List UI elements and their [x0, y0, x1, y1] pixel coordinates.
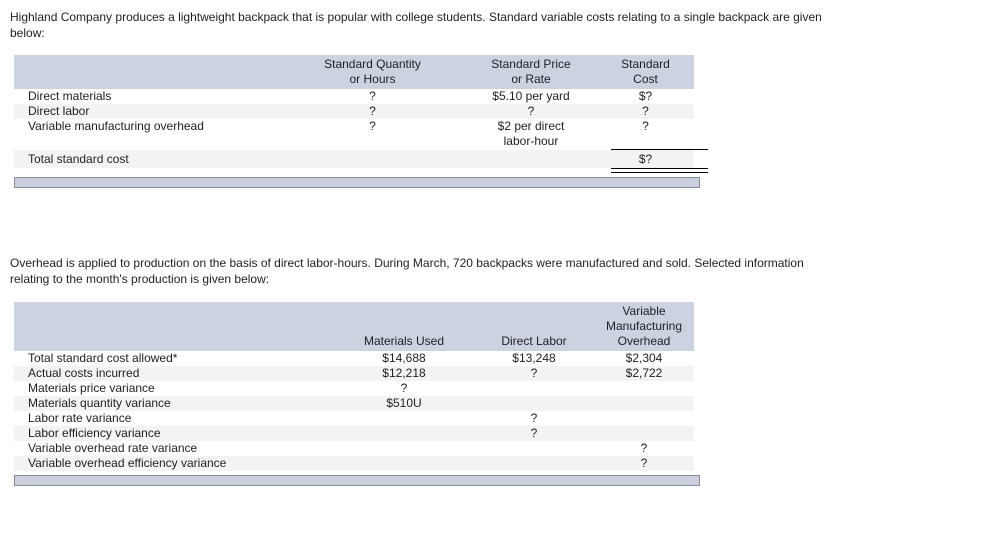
row-label: Total standard cost allowed*: [28, 351, 178, 365]
horizontal-scrollbar[interactable]: [14, 475, 700, 486]
intro-line: Highland Company produces a lightweight …: [10, 10, 822, 24]
table-row: Variable overhead rate variance ?: [14, 441, 694, 456]
cell-labor: [474, 381, 594, 396]
cell-labor: $13,248: [512, 351, 556, 365]
header-variable-manufacturing-overhead: Variable Manufacturing Overhead: [605, 304, 683, 348]
table-row: Variable manufacturing overhead ? $2 per…: [14, 119, 694, 149]
cell-materials: [334, 426, 474, 441]
cell-overhead: [594, 426, 694, 441]
table-header-row: Materials Used Direct Labor Variable Man…: [14, 302, 694, 351]
header-spacer: [14, 57, 280, 87]
table-header-row: Standard Quantity or Hours Standard Pric…: [14, 55, 694, 89]
cell-overhead: ?: [640, 441, 648, 455]
row-label: Direct labor: [28, 104, 90, 118]
cell-labor: [474, 456, 594, 471]
cell-overhead: [594, 381, 694, 396]
cell-quantity: ?: [369, 119, 376, 133]
middle-line: relating to the month's production is gi…: [10, 272, 270, 286]
row-label: Actual costs incurred: [28, 366, 140, 380]
row-label: Labor efficiency variance: [28, 426, 161, 440]
row-label: Materials quantity variance: [28, 396, 171, 410]
header-direct-labor: Direct Labor: [501, 334, 567, 348]
table-row: Labor rate variance ?: [14, 411, 694, 426]
row-label: Variable manufacturing overhead: [28, 119, 204, 133]
row-label: Variable overhead rate variance: [28, 441, 198, 455]
row-label: Labor rate variance: [28, 411, 132, 425]
production-table: Materials Used Direct Labor Variable Man…: [14, 302, 694, 471]
cell-price: ?: [527, 104, 535, 118]
table-row: Labor efficiency variance ?: [14, 426, 694, 441]
header-materials-used: Materials Used: [363, 334, 445, 348]
cell-overhead: [594, 411, 694, 426]
header-standard-cost: Standard Cost: [621, 57, 670, 86]
cell-materials: ?: [400, 381, 408, 395]
total-rule-double: [611, 168, 708, 173]
header-standard-quantity: Standard Quantity or Hours: [324, 57, 421, 86]
cell-materials: [334, 441, 474, 456]
cell-labor: ?: [530, 411, 538, 425]
cell-overhead: ?: [640, 456, 648, 470]
cell-materials: $14,688: [382, 351, 426, 365]
intro-line: below:: [10, 26, 45, 40]
horizontal-scrollbar[interactable]: [14, 177, 700, 188]
standard-cost-table: Standard Quantity or Hours Standard Pric…: [14, 55, 708, 173]
cell-cost: ?: [642, 119, 649, 133]
cell-overhead: $2,722: [625, 366, 663, 380]
total-rule-single: [611, 149, 708, 150]
cell-cost: $?: [638, 89, 653, 103]
cell-price: $2 per direct labor-hour: [497, 119, 565, 148]
cell-labor: ?: [530, 426, 538, 440]
total-cost-value: $?: [638, 152, 653, 166]
row-label: Variable overhead efficiency variance: [28, 456, 227, 470]
cell-materials: [334, 456, 474, 471]
cell-materials: [334, 411, 474, 426]
row-label: Direct materials: [28, 89, 112, 103]
middle-paragraph: Overhead is applied to production on the…: [10, 255, 974, 287]
table-row: Variable overhead efficiency variance ?: [14, 456, 694, 471]
cell-labor: ?: [530, 366, 538, 380]
cell-overhead: [594, 396, 694, 411]
total-label: Total standard cost: [28, 152, 129, 166]
table-row: Materials price variance ?: [14, 381, 694, 396]
cell-price: $5.10 per yard: [492, 89, 570, 103]
table-row: Direct labor ? ? ?: [14, 104, 694, 119]
cell-overhead: $2,304: [625, 351, 663, 365]
table-row: Actual costs incurred $12,218 ? $2,722: [14, 366, 694, 381]
cell-materials: $510U: [386, 396, 422, 410]
cell-cost: ?: [642, 104, 649, 118]
table-row: Total standard cost allowed* $14,688 $13…: [14, 351, 694, 366]
middle-line: Overhead is applied to production on the…: [10, 256, 804, 270]
table-row: Direct materials ? $5.10 per yard $?: [14, 89, 694, 104]
intro-paragraph: Highland Company produces a lightweight …: [10, 9, 974, 41]
cell-quantity: ?: [369, 89, 376, 103]
cell-materials: $12,218: [382, 366, 426, 380]
header-standard-price: Standard Price or Rate: [491, 57, 571, 86]
cell-quantity: ?: [369, 104, 376, 118]
cell-labor: [474, 396, 594, 411]
table-row: Materials quantity variance $510U: [14, 396, 694, 411]
row-label: Materials price variance: [28, 381, 155, 395]
total-row: Total standard cost $?: [14, 150, 694, 168]
cell-labor: [474, 441, 594, 456]
